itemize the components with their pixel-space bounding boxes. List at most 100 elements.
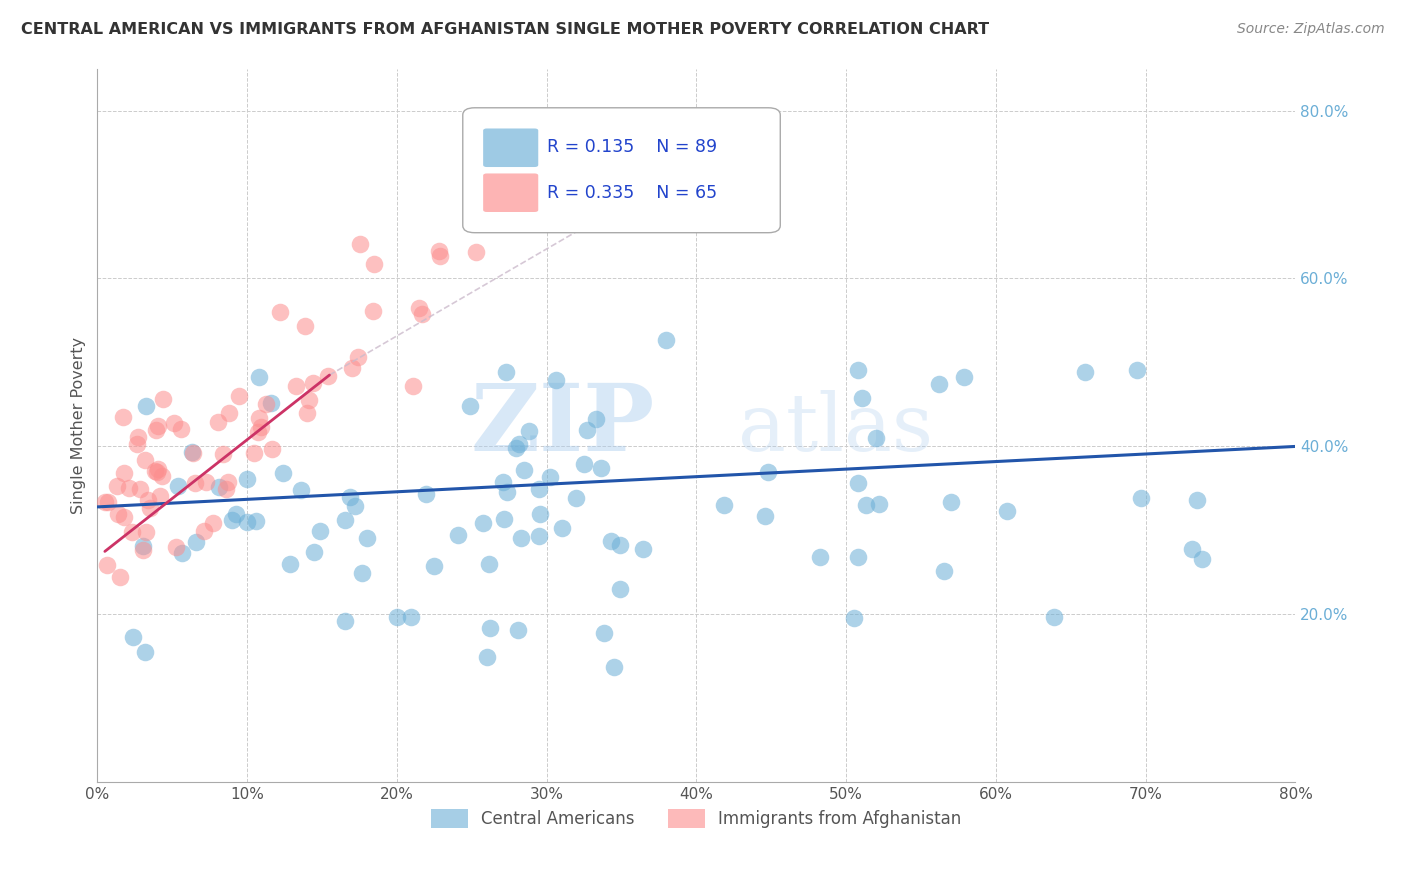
Immigrants from Afghanistan xyxy=(202,516,225,530)
Immigrants from Afghanistan xyxy=(254,396,277,410)
Immigrants from Afghanistan xyxy=(121,525,143,540)
Central Americans xyxy=(538,470,561,484)
Central Americans xyxy=(842,611,865,625)
Immigrants from Afghanistan xyxy=(150,469,173,483)
Immigrants from Afghanistan xyxy=(269,305,291,319)
Central Americans xyxy=(855,498,877,512)
Central Americans xyxy=(932,564,955,578)
Immigrants from Afghanistan xyxy=(294,319,316,334)
Central Americans xyxy=(609,538,631,552)
Immigrants from Afghanistan xyxy=(134,453,156,467)
Central Americans xyxy=(756,465,779,479)
Central Americans xyxy=(478,621,501,635)
Central Americans xyxy=(510,531,533,545)
Central Americans xyxy=(713,498,735,512)
Central Americans xyxy=(1043,610,1066,624)
Central Americans xyxy=(207,480,229,494)
Central Americans xyxy=(225,507,247,521)
Central Americans xyxy=(460,400,482,414)
Immigrants from Afghanistan xyxy=(170,422,193,436)
Immigrants from Afghanistan xyxy=(411,307,433,321)
Central Americans xyxy=(939,494,962,508)
Text: R = 0.335    N = 65: R = 0.335 N = 65 xyxy=(547,184,717,202)
Immigrants from Afghanistan xyxy=(211,447,233,461)
Immigrants from Afghanistan xyxy=(135,525,157,540)
Central Americans xyxy=(221,513,243,527)
Central Americans xyxy=(167,479,190,493)
Central Americans xyxy=(186,535,208,549)
Immigrants from Afghanistan xyxy=(318,369,340,384)
Immigrants from Afghanistan xyxy=(215,482,238,496)
Central Americans xyxy=(846,363,869,377)
Immigrants from Afghanistan xyxy=(107,508,129,522)
Central Americans xyxy=(609,582,631,596)
Central Americans xyxy=(309,524,332,538)
Central Americans xyxy=(236,472,259,486)
Immigrants from Afghanistan xyxy=(181,446,204,460)
Immigrants from Afghanistan xyxy=(228,389,250,403)
Central Americans xyxy=(508,437,530,451)
Immigrants from Afghanistan xyxy=(402,379,425,393)
Central Americans xyxy=(399,610,422,624)
Central Americans xyxy=(589,461,612,475)
Immigrants from Afghanistan xyxy=(162,417,184,431)
Central Americans xyxy=(478,557,501,571)
FancyBboxPatch shape xyxy=(463,108,780,233)
Central Americans xyxy=(172,546,194,560)
Immigrants from Afghanistan xyxy=(94,495,117,509)
Immigrants from Afghanistan xyxy=(217,475,239,490)
Central Americans xyxy=(513,463,536,477)
Immigrants from Afghanistan xyxy=(298,392,321,407)
Immigrants from Afghanistan xyxy=(149,489,172,503)
Immigrants from Afghanistan xyxy=(125,437,148,451)
Central Americans xyxy=(529,482,551,496)
Immigrants from Afghanistan xyxy=(146,462,169,476)
Text: atlas: atlas xyxy=(738,390,934,468)
Central Americans xyxy=(505,442,527,456)
Central Americans xyxy=(1074,365,1097,379)
Immigrants from Afghanistan xyxy=(295,406,318,420)
Immigrants from Afghanistan xyxy=(195,475,218,490)
Immigrants from Afghanistan xyxy=(408,301,430,315)
Text: Source: ZipAtlas.com: Source: ZipAtlas.com xyxy=(1237,22,1385,37)
Central Americans xyxy=(423,558,446,573)
Immigrants from Afghanistan xyxy=(97,495,120,509)
Immigrants from Afghanistan xyxy=(136,492,159,507)
Central Americans xyxy=(995,504,1018,518)
Immigrants from Afghanistan xyxy=(146,418,169,433)
Central Americans xyxy=(600,534,623,549)
Central Americans xyxy=(1187,493,1209,508)
Central Americans xyxy=(492,475,515,489)
Central Americans xyxy=(848,550,870,565)
Immigrants from Afghanistan xyxy=(131,543,153,558)
Central Americans xyxy=(350,566,373,580)
Central Americans xyxy=(1126,363,1149,377)
Central Americans xyxy=(339,490,361,504)
Central Americans xyxy=(576,423,599,437)
Central Americans xyxy=(572,458,595,472)
Immigrants from Afghanistan xyxy=(207,415,229,429)
Central Americans xyxy=(260,396,283,410)
Immigrants from Afghanistan xyxy=(363,257,385,271)
Central Americans xyxy=(492,511,515,525)
Central Americans xyxy=(132,539,155,553)
Text: CENTRAL AMERICAN VS IMMIGRANTS FROM AFGHANISTAN SINGLE MOTHER POVERTY CORRELATIO: CENTRAL AMERICAN VS IMMIGRANTS FROM AFGH… xyxy=(21,22,990,37)
Central Americans xyxy=(851,392,873,406)
Central Americans xyxy=(517,424,540,438)
Central Americans xyxy=(496,484,519,499)
Immigrants from Afghanistan xyxy=(165,540,187,554)
Central Americans xyxy=(928,377,950,392)
Immigrants from Afghanistan xyxy=(302,376,325,391)
Central Americans xyxy=(236,515,259,529)
Central Americans xyxy=(134,645,156,659)
Central Americans xyxy=(654,334,676,348)
Immigrants from Afghanistan xyxy=(349,237,371,252)
Central Americans xyxy=(1191,552,1213,566)
Immigrants from Afghanistan xyxy=(427,244,450,259)
FancyBboxPatch shape xyxy=(484,128,538,167)
Central Americans xyxy=(868,497,890,511)
Immigrants from Afghanistan xyxy=(152,392,174,406)
Immigrants from Afghanistan xyxy=(218,406,240,420)
Immigrants from Afghanistan xyxy=(110,570,132,584)
Central Americans xyxy=(472,516,495,530)
